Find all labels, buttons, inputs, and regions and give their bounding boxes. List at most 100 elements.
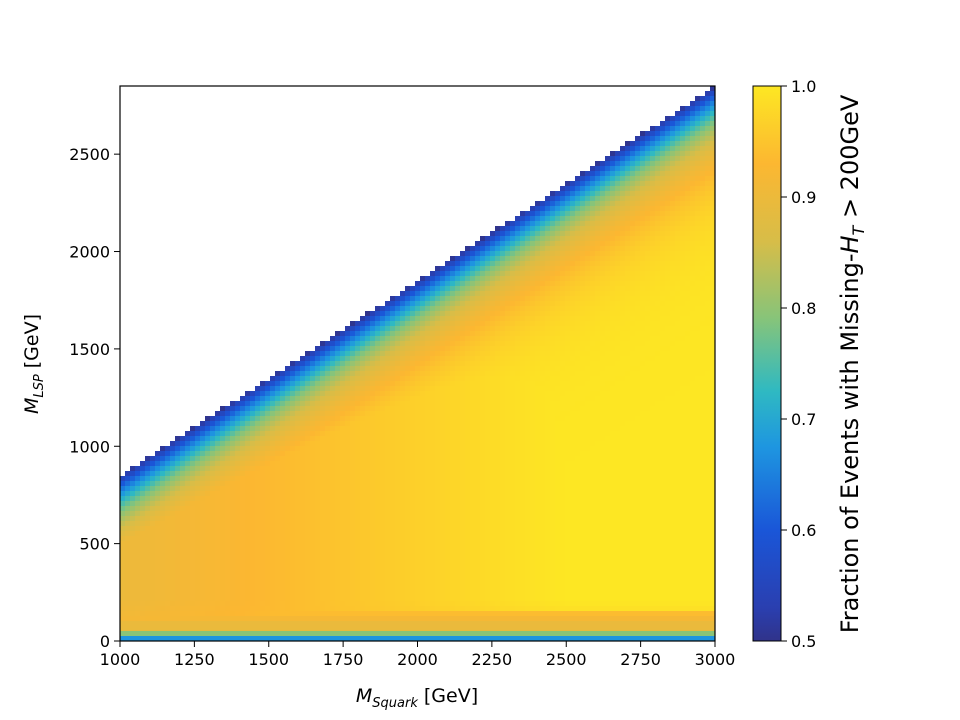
heatmap-cell [215, 506, 221, 512]
heatmap-cell [440, 606, 446, 612]
heatmap-cell [155, 596, 161, 602]
heatmap-cell [420, 361, 426, 367]
heatmap-cell [120, 591, 126, 597]
heatmap-cell [505, 531, 511, 537]
heatmap-cell [130, 581, 136, 587]
heatmap-cell [505, 331, 511, 337]
heatmap-cell [465, 591, 471, 597]
heatmap-cell [435, 286, 441, 292]
heatmap-cell [285, 611, 291, 617]
heatmap-cell [370, 491, 376, 497]
heatmap-cell [255, 626, 261, 632]
heatmap-cell [460, 406, 466, 412]
heatmap-cell [525, 536, 531, 542]
heatmap-cell [395, 551, 401, 557]
heatmap-cell [425, 506, 431, 512]
heatmap-cell [195, 616, 201, 622]
heatmap-cell [200, 446, 206, 452]
heatmap-cell [335, 466, 341, 472]
heatmap-cell [455, 621, 461, 627]
heatmap-cell [530, 481, 536, 487]
heatmap-cell [475, 616, 481, 622]
heatmap-cell [330, 336, 336, 342]
heatmap-cell [260, 476, 266, 482]
heatmap-cell [290, 426, 296, 432]
heatmap-cell [260, 401, 266, 407]
heatmap-cell [205, 536, 211, 542]
heatmap-cell [170, 556, 176, 562]
heatmap-cell [335, 351, 341, 357]
heatmap-cell [150, 581, 156, 587]
heatmap-cell [160, 526, 166, 532]
heatmap-cell [370, 526, 376, 532]
heatmap-cell [385, 361, 391, 367]
heatmap-cell [230, 626, 236, 632]
heatmap-cell [335, 336, 341, 342]
heatmap-cell [445, 401, 451, 407]
heatmap-cell [530, 326, 536, 332]
heatmap-cell [485, 396, 491, 402]
heatmap-cell [510, 276, 516, 282]
heatmap-cell [440, 471, 446, 477]
heatmap-cell [235, 526, 241, 532]
heatmap-cell [345, 511, 351, 517]
heatmap-cell [125, 531, 131, 537]
heatmap-cell [155, 541, 161, 547]
heatmap-cell [365, 326, 371, 332]
heatmap-cell [450, 551, 456, 557]
heatmap-cell [340, 366, 346, 372]
heatmap-cell [265, 476, 271, 482]
heatmap-cell [515, 316, 521, 322]
heatmap-cell [495, 596, 501, 602]
heatmap-cell [190, 521, 196, 527]
heatmap-cell [515, 531, 521, 537]
heatmap-cell [290, 416, 296, 422]
heatmap-cell [395, 371, 401, 377]
heatmap-cell [245, 471, 251, 477]
heatmap-cell [155, 531, 161, 537]
heatmap-cell [365, 436, 371, 442]
heatmap-cell [480, 426, 486, 432]
heatmap-cell [185, 486, 191, 492]
heatmap-cell [360, 386, 366, 392]
heatmap-cell [530, 406, 536, 412]
heatmap-cell [400, 336, 406, 342]
heatmap-cell [245, 451, 251, 457]
heatmap-cell [265, 491, 271, 497]
heatmap-cell [335, 401, 341, 407]
heatmap-cell [425, 606, 431, 612]
heatmap-cell [440, 391, 446, 397]
heatmap-cell [455, 411, 461, 417]
heatmap-cell [450, 271, 456, 277]
heatmap-cell [385, 306, 391, 312]
heatmap-cell [245, 546, 251, 552]
heatmap-cell [495, 621, 501, 627]
heatmap-cell [470, 491, 476, 497]
heatmap-cell [205, 556, 211, 562]
heatmap-cell [175, 516, 181, 522]
heatmap-cell [215, 521, 221, 527]
heatmap-cell [490, 636, 496, 641]
heatmap-cell [270, 511, 276, 517]
heatmap-cell [375, 576, 381, 582]
heatmap-cell [395, 626, 401, 632]
heatmap-cell [310, 611, 316, 617]
heatmap-cell [300, 451, 306, 457]
heatmap-cell [300, 466, 306, 472]
heatmap-cell [440, 371, 446, 377]
heatmap-cell [300, 456, 306, 462]
heatmap-cell [265, 396, 271, 402]
heatmap-cell [140, 491, 146, 497]
heatmap-cell [350, 496, 356, 502]
heatmap-cell [510, 441, 516, 447]
heatmap-cell [325, 536, 331, 542]
heatmap-cell [520, 421, 526, 427]
heatmap-cell [225, 566, 231, 572]
heatmap-cell [515, 241, 521, 247]
heatmap-cell [145, 501, 151, 507]
heatmap-cell [465, 376, 471, 382]
heatmap-cell [125, 496, 131, 502]
heatmap-cell [485, 246, 491, 252]
heatmap-cell [340, 601, 346, 607]
heatmap-cell [175, 571, 181, 577]
